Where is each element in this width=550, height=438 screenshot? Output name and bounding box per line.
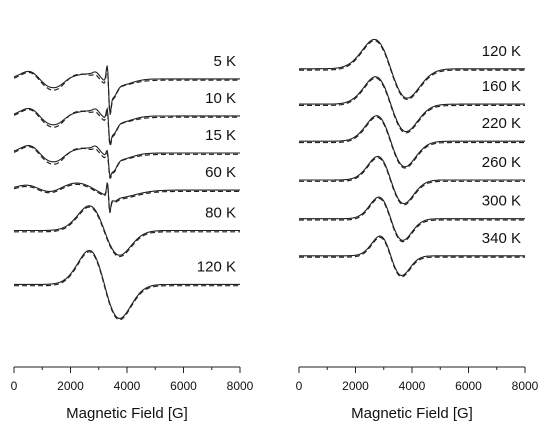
simulated-curve (13, 67, 240, 115)
experimental-curve (13, 182, 240, 212)
simulated-curve (299, 116, 525, 169)
temperature-label: 260 K (482, 154, 521, 171)
simulated-curve (14, 206, 240, 258)
x-tick-label: 0 (296, 379, 303, 393)
temperature-label: 120 K (482, 43, 521, 60)
temperature-label: 5 K (213, 53, 236, 70)
simulated-curve (13, 183, 240, 213)
experimental-curve (14, 205, 240, 256)
simulated-curve (299, 157, 525, 206)
experimental-curve (13, 145, 240, 177)
x-tick-label: 4000 (399, 379, 426, 393)
x-tick-label: 6000 (170, 379, 197, 393)
temperature-label: 160 K (482, 78, 521, 95)
experimental-curve (13, 107, 240, 146)
temperature-label: 80 K (205, 205, 236, 222)
temperature-label: 10 K (205, 90, 236, 107)
experimental-curve (299, 235, 525, 277)
x-axis-title: Magnetic Field [G] (66, 405, 188, 422)
x-tick-label: 8000 (512, 379, 539, 393)
temperature-label: 220 K (482, 115, 521, 132)
temperature-label: 120 K (197, 258, 236, 275)
x-axis-title: Magnetic Field [G] (351, 405, 473, 422)
simulated-curve (299, 40, 525, 100)
x-tick-label: 8000 (227, 379, 254, 393)
temperature-label: 340 K (482, 230, 521, 247)
experimental-curve (299, 196, 525, 241)
simulated-curve (13, 146, 240, 179)
simulated-curve (299, 77, 525, 134)
x-tick-label: 6000 (455, 379, 482, 393)
experimental-curve (299, 115, 525, 168)
temperature-label: 60 K (205, 164, 236, 181)
experimental-curve (299, 155, 525, 205)
experimental-curve (299, 38, 525, 99)
experimental-curve (299, 76, 525, 133)
x-tick-label: 0 (11, 379, 18, 393)
right-panel: 0 2000 4000 6000 8000 Magnetic Field [G] 120 K… (296, 38, 539, 422)
experimental-curve (14, 249, 240, 319)
x-tick-label: 4000 (114, 379, 141, 393)
temperature-label: 300 K (482, 193, 521, 210)
simulated-curve (13, 108, 240, 148)
x-tick-label: 2000 (342, 379, 369, 393)
simulated-curve (299, 197, 525, 243)
simulated-curve (14, 251, 240, 321)
experimental-curve (13, 65, 240, 113)
simulated-curve (299, 236, 525, 278)
x-tick-label: 2000 (57, 379, 84, 393)
left-panel: 0 2000 4000 6000 8000 Magnetic Field [G] 5 K 10… (11, 53, 254, 422)
temperature-label: 15 K (205, 127, 236, 144)
